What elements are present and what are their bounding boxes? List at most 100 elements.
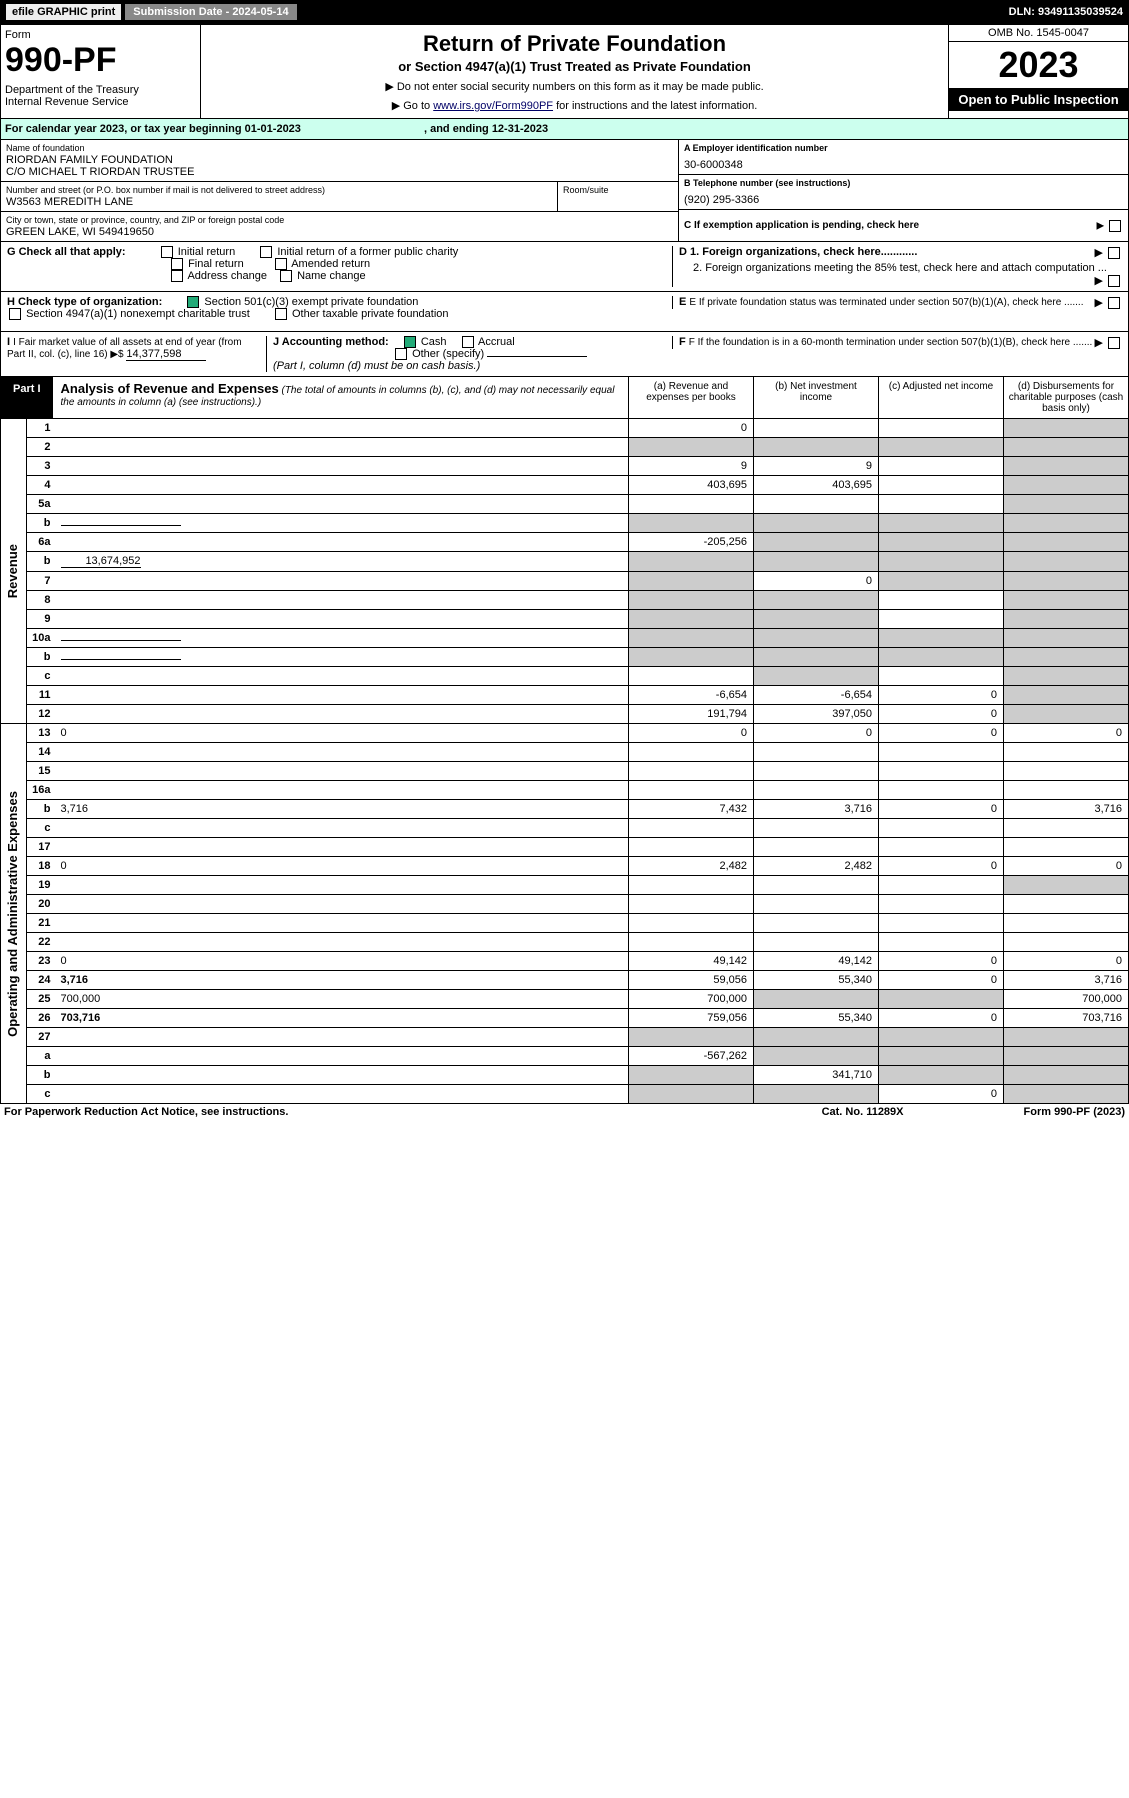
amount-cell (879, 610, 1004, 629)
table-row: 25700,000700,000700,000 (1, 990, 1129, 1009)
amount-cell (1004, 914, 1129, 933)
amount-cell (629, 743, 754, 762)
amount-cell (629, 876, 754, 895)
checkbox-initial[interactable] (161, 246, 173, 258)
amount-cell (879, 1047, 1004, 1066)
amount-cell (754, 629, 879, 648)
amount-cell (754, 1085, 879, 1104)
amount-cell: -6,654 (754, 686, 879, 705)
e-row: E E If private foundation status was ter… (672, 296, 1122, 309)
checkbox-c[interactable] (1109, 220, 1121, 232)
checkbox-e[interactable] (1108, 297, 1120, 309)
amount-cell: 0 (754, 724, 879, 743)
amount-cell: 759,056 (629, 1009, 754, 1028)
amount-cell (754, 933, 879, 952)
line-number: 8 (27, 591, 57, 610)
expenses-side-label: Operating and Administrative Expenses (5, 791, 20, 1037)
tax-year: 2023 (949, 42, 1128, 88)
amount-cell (1004, 419, 1129, 438)
amount-cell (754, 990, 879, 1009)
line-number: 3 (27, 457, 57, 476)
amount-cell (1004, 629, 1129, 648)
amount-cell: -205,256 (629, 533, 754, 552)
checkbox-other-method[interactable] (395, 348, 407, 360)
amount-cell (629, 781, 754, 800)
table-row: b (1, 648, 1129, 667)
line-description (57, 514, 629, 533)
line-number: 20 (27, 895, 57, 914)
part-label: Part I (1, 377, 53, 418)
table-row: Revenue10 (1, 419, 1129, 438)
checkbox-other-tax[interactable] (275, 308, 287, 320)
table-row: 399 (1, 457, 1129, 476)
line-number: b (27, 1066, 57, 1085)
line-description (57, 914, 629, 933)
line-description (57, 762, 629, 781)
line-description: 3,716 (57, 800, 629, 819)
amount-cell: -567,262 (629, 1047, 754, 1066)
checkbox-name[interactable] (280, 270, 292, 282)
amount-cell (754, 1028, 879, 1047)
table-row: c0 (1, 1085, 1129, 1104)
checkbox-4947[interactable] (9, 308, 21, 320)
submission-date: Submission Date - 2024-05-14 (125, 4, 296, 20)
line-description (57, 648, 629, 667)
footer-right: Form 990-PF (2023) (1024, 1106, 1125, 1118)
line-description (57, 781, 629, 800)
amount-cell (1004, 667, 1129, 686)
open-public-label: Open to Public Inspection (949, 88, 1128, 111)
amount-cell (879, 933, 1004, 952)
amount-cell (629, 629, 754, 648)
table-row: 8 (1, 591, 1129, 610)
amount-cell: 703,716 (1004, 1009, 1129, 1028)
line-description (57, 457, 629, 476)
amount-cell: 700,000 (629, 990, 754, 1009)
amount-cell (629, 667, 754, 686)
checkbox-501c3[interactable] (187, 296, 199, 308)
line-description (57, 476, 629, 495)
address-cell: Number and street (or P.O. box number if… (1, 182, 558, 212)
table-row: Operating and Administrative Expenses130… (1, 724, 1129, 743)
line-number: 21 (27, 914, 57, 933)
checkbox-cash[interactable] (404, 336, 416, 348)
line-number: 18 (27, 857, 57, 876)
amount-cell: 191,794 (629, 705, 754, 724)
amount-cell: 2,482 (629, 857, 754, 876)
line-number: 14 (27, 743, 57, 762)
amount-cell (879, 876, 1004, 895)
line-description (57, 438, 629, 457)
amount-cell (754, 819, 879, 838)
checkbox-address[interactable] (171, 270, 183, 282)
part1-header: Part I Analysis of Revenue and Expenses … (0, 377, 1129, 419)
checkbox-accrual[interactable] (462, 336, 474, 348)
amount-cell (879, 419, 1004, 438)
line-description: 700,000 (57, 990, 629, 1009)
line-description (57, 419, 629, 438)
checkbox-amended[interactable] (275, 258, 287, 270)
checkbox-initial-former[interactable] (260, 246, 272, 258)
amount-cell (879, 552, 1004, 572)
table-row: 16a (1, 781, 1129, 800)
table-row: 12191,794397,0500 (1, 705, 1129, 724)
amount-cell (879, 895, 1004, 914)
table-row: 10a (1, 629, 1129, 648)
amount-cell (754, 838, 879, 857)
part-description: Analysis of Revenue and Expenses (The to… (53, 377, 628, 418)
amount-cell (629, 914, 754, 933)
checkbox-d2[interactable] (1108, 275, 1120, 287)
checkbox-f[interactable] (1108, 337, 1120, 349)
line-number: 13 (27, 724, 57, 743)
instructions-link[interactable]: www.irs.gov/Form990PF (433, 100, 553, 112)
table-row: 70 (1, 572, 1129, 591)
amount-cell (1004, 457, 1129, 476)
checks-block: G Check all that apply: Initial return I… (0, 242, 1129, 377)
checkbox-d1[interactable] (1108, 247, 1120, 259)
amount-cell (754, 438, 879, 457)
line-number: 19 (27, 876, 57, 895)
amount-cell (879, 914, 1004, 933)
amount-cell (629, 552, 754, 572)
amount-cell (1004, 438, 1129, 457)
amount-cell (754, 876, 879, 895)
checkbox-final[interactable] (171, 258, 183, 270)
amount-cell (1004, 572, 1129, 591)
